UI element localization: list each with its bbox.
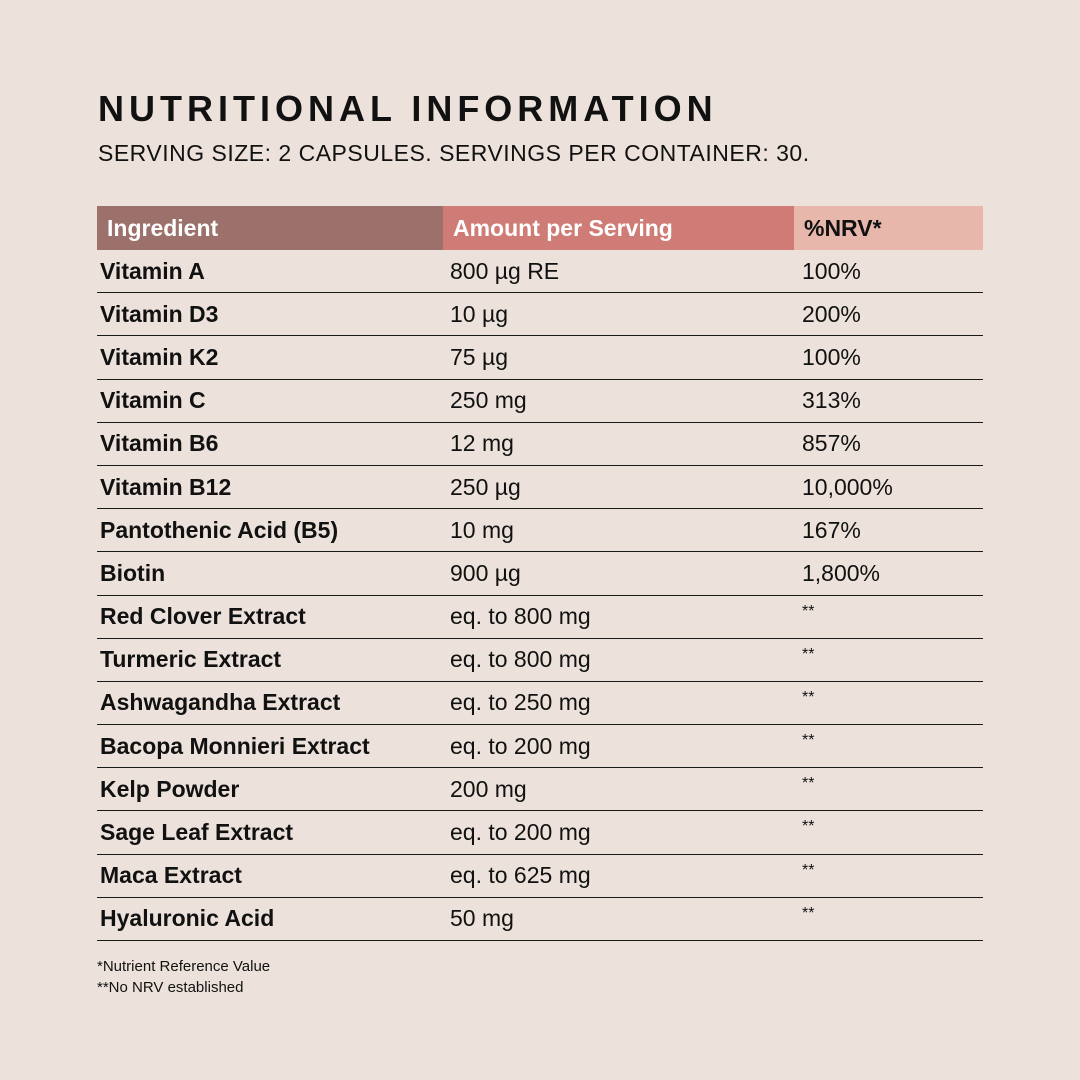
nrv-value: 10,000% — [802, 473, 893, 500]
nrv-value: ** — [802, 904, 815, 922]
amount-value: 75 µg — [450, 343, 509, 370]
amount-value: eq. to 250 mg — [450, 689, 591, 716]
table-header: Ingredient Amount per Serving %NRV* — [97, 206, 983, 250]
ingredient-name: Ashwagandha Extract — [100, 689, 341, 716]
ingredient-name: Vitamin A — [100, 257, 205, 284]
ingredient-name: Vitamin D3 — [100, 300, 219, 327]
table-row: Vitamin D3 10 µg 200% — [97, 293, 983, 337]
footnote-no-nrv: **No NRV established — [97, 979, 244, 996]
table-row: Vitamin B12 250 µg 10,000% — [97, 466, 983, 510]
nrv-value: ** — [802, 818, 815, 836]
amount-value: 12 mg — [450, 430, 514, 457]
ingredient-name: Hyaluronic Acid — [100, 905, 275, 932]
amount-value: eq. to 625 mg — [450, 862, 591, 889]
amount-value: 10 µg — [450, 300, 509, 327]
amount-value: 200 mg — [450, 775, 527, 802]
nrv-value: ** — [802, 645, 815, 663]
table-row: Vitamin K2 75 µg 100% — [97, 336, 983, 380]
footnote-nrv: *Nutrient Reference Value — [97, 958, 271, 975]
header-amount: Amount per Serving — [443, 206, 794, 250]
amount-value: eq. to 200 mg — [450, 819, 591, 846]
amount-value: 250 mg — [450, 387, 527, 414]
amount-value: 50 mg — [450, 905, 514, 932]
nrv-value: 100% — [802, 257, 861, 284]
nrv-value: ** — [802, 688, 815, 706]
footnotes: *Nutrient Reference Value **No NRV estab… — [97, 956, 270, 998]
nrv-value: 100% — [802, 343, 861, 370]
serving-info: SERVING SIZE: 2 CAPSULES. SERVINGS PER C… — [98, 140, 810, 166]
nrv-value: 167% — [802, 516, 861, 543]
amount-value: eq. to 200 mg — [450, 732, 591, 759]
ingredient-name: Red Clover Extract — [100, 603, 306, 630]
ingredient-name: Vitamin B12 — [100, 473, 232, 500]
nrv-value: 1,800% — [802, 559, 881, 586]
nrv-value: 313% — [802, 387, 861, 414]
ingredient-name: Vitamin B6 — [100, 430, 219, 457]
table-row: Hyaluronic Acid 50 mg ** — [97, 898, 983, 941]
table-row: Red Clover Extract eq. to 800 mg ** — [97, 596, 983, 639]
ingredient-name: Maca Extract — [100, 862, 242, 889]
ingredient-name: Kelp Powder — [100, 775, 240, 802]
nrv-value: 200% — [802, 300, 861, 327]
ingredient-name: Turmeric Extract — [100, 646, 282, 673]
nrv-value: 857% — [802, 430, 861, 457]
ingredient-name: Pantothenic Acid (B5) — [100, 516, 339, 543]
table-row: Ashwagandha Extract eq. to 250 mg ** — [97, 682, 983, 726]
table-body: Vitamin A 800 µg RE 100% Vitamin D3 10 µg 200… — [97, 250, 983, 941]
page-title: NUTRITIONAL INFORMATION — [98, 88, 718, 129]
ingredient-name: Biotin — [100, 559, 166, 586]
nrv-value: ** — [802, 861, 815, 879]
table-row: Biotin 900 µg 1,800% — [97, 552, 983, 596]
table-row: Vitamin B6 12 mg 857% — [97, 423, 983, 466]
table-row: Pantothenic Acid (B5) 10 mg 167% — [97, 509, 983, 553]
table-row: Kelp Powder 200 mg ** — [97, 768, 983, 812]
amount-value: eq. to 800 mg — [450, 603, 591, 630]
nutrition-table: Ingredient Amount per Serving %NRV* Vita… — [97, 206, 983, 941]
table-row: Turmeric Extract eq. to 800 mg ** — [97, 639, 983, 682]
ingredient-name: Sage Leaf Extract — [100, 819, 294, 846]
header-nrv: %NRV* — [794, 206, 983, 250]
ingredient-name: Vitamin C — [100, 387, 206, 414]
table-row: Maca Extract eq. to 625 mg ** — [97, 855, 983, 898]
table-row: Vitamin C 250 mg 313% — [97, 380, 983, 423]
nrv-value: ** — [802, 732, 815, 750]
amount-value: 10 mg — [450, 516, 514, 543]
nrv-value: ** — [802, 602, 815, 620]
table-row: Bacopa Monnieri Extract eq. to 200 mg ** — [97, 725, 983, 769]
amount-value: 800 µg RE — [450, 257, 560, 284]
table-row: Vitamin A 800 µg RE 100% — [97, 250, 983, 294]
amount-value: 900 µg — [450, 559, 521, 586]
amount-value: 250 µg — [450, 473, 521, 500]
header-ingredient: Ingredient — [97, 206, 443, 250]
nrv-value: ** — [802, 775, 815, 793]
amount-value: eq. to 800 mg — [450, 646, 591, 673]
table-row: Sage Leaf Extract eq. to 200 mg ** — [97, 811, 983, 855]
ingredient-name: Vitamin K2 — [100, 343, 219, 370]
ingredient-name: Bacopa Monnieri Extract — [100, 732, 370, 759]
